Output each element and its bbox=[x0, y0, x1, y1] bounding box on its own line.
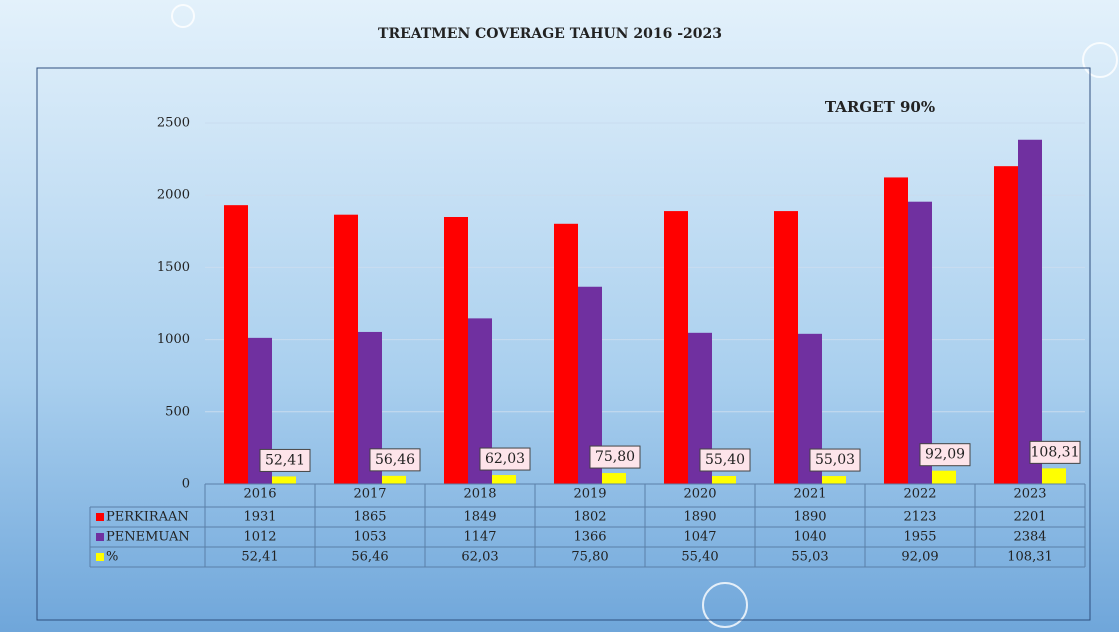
data-label-box bbox=[589, 445, 641, 469]
data-label-box bbox=[699, 448, 751, 472]
bar bbox=[444, 217, 468, 484]
bar bbox=[994, 166, 1018, 484]
table-cell: 1147 bbox=[463, 530, 496, 545]
data-label-box bbox=[259, 448, 311, 472]
table-cell: 56,46 bbox=[351, 550, 388, 565]
data-label: 75,80 bbox=[595, 449, 635, 465]
bar bbox=[1018, 139, 1042, 484]
table-cell: 55,40 bbox=[681, 550, 718, 565]
bar bbox=[492, 475, 516, 484]
y-tick-label: 2000 bbox=[157, 188, 190, 203]
bar bbox=[272, 476, 296, 484]
table-cell: 2201 bbox=[1013, 510, 1046, 525]
bar bbox=[554, 223, 578, 484]
bar bbox=[602, 473, 626, 484]
table-cell: 1890 bbox=[683, 510, 716, 525]
table-cell: 75,80 bbox=[571, 550, 608, 565]
legend-swatch bbox=[96, 533, 104, 541]
table-cell: 1849 bbox=[463, 510, 496, 525]
bar bbox=[774, 211, 798, 485]
annotation: TARGET 90% bbox=[825, 98, 935, 116]
table-cell: 62,03 bbox=[461, 550, 498, 565]
legend-label: PENEMUAN bbox=[106, 530, 190, 545]
data-label-box bbox=[919, 443, 971, 467]
x-tick-label: 2016 bbox=[243, 487, 276, 502]
data-label: 108,31 bbox=[1031, 444, 1080, 460]
table-cell: 1865 bbox=[353, 510, 386, 525]
data-label-box bbox=[369, 448, 421, 472]
table-cell: 1053 bbox=[353, 530, 386, 545]
y-tick-label: 1500 bbox=[157, 260, 190, 275]
table-cell: 2123 bbox=[903, 510, 936, 525]
bar bbox=[664, 211, 688, 485]
table-cell: 2384 bbox=[1013, 530, 1046, 545]
bar bbox=[822, 476, 846, 484]
bar bbox=[1042, 468, 1066, 484]
table-cell: 1802 bbox=[573, 510, 606, 525]
chart-border bbox=[36, 67, 1091, 621]
chart-title: TREATMEN COVERAGE TAHUN 2016 -2023 bbox=[378, 26, 722, 42]
table-cell: 1012 bbox=[243, 530, 276, 545]
data-label: 55,03 bbox=[815, 452, 855, 468]
legend-label: % bbox=[106, 550, 118, 565]
table-cell: 1955 bbox=[903, 530, 936, 545]
table-cell: 1040 bbox=[793, 530, 826, 545]
bar bbox=[712, 476, 736, 484]
bar bbox=[908, 201, 932, 484]
bar bbox=[884, 177, 908, 485]
y-tick-label: 0 bbox=[182, 477, 190, 492]
legend-swatch bbox=[96, 513, 104, 521]
data-label: 52,41 bbox=[265, 452, 305, 468]
table-cell: 1931 bbox=[243, 510, 276, 525]
bar bbox=[382, 475, 406, 484]
table-cell: 1366 bbox=[573, 530, 606, 545]
x-tick-label: 2021 bbox=[793, 487, 826, 502]
x-tick-label: 2020 bbox=[683, 487, 716, 502]
data-label: 56,46 bbox=[375, 452, 415, 468]
x-tick-label: 2023 bbox=[1013, 487, 1046, 502]
data-label: 62,03 bbox=[485, 451, 525, 467]
table-cell: 1890 bbox=[793, 510, 826, 525]
x-tick-label: 2022 bbox=[903, 487, 936, 502]
bubble bbox=[1082, 42, 1118, 78]
data-label-box bbox=[809, 448, 861, 472]
data-label: 55,40 bbox=[705, 452, 745, 468]
table-cell: 1047 bbox=[683, 530, 716, 545]
legend-label: PERKIRAAN bbox=[106, 510, 189, 525]
bubble bbox=[702, 582, 748, 628]
data-label-box bbox=[1029, 440, 1081, 464]
x-tick-label: 2017 bbox=[353, 487, 386, 502]
bar bbox=[932, 470, 956, 484]
data-label: 92,09 bbox=[925, 447, 965, 463]
bubble bbox=[171, 4, 195, 28]
bar bbox=[224, 205, 248, 484]
data-label-box bbox=[479, 447, 531, 471]
table-cell: 108,31 bbox=[1007, 550, 1053, 565]
table-cell: 52,41 bbox=[241, 550, 278, 565]
y-tick-label: 1000 bbox=[157, 332, 190, 347]
legend-swatch bbox=[96, 553, 104, 561]
table-cell: 92,09 bbox=[901, 550, 938, 565]
y-tick-label: 2500 bbox=[157, 116, 190, 131]
y-tick-label: 500 bbox=[165, 404, 190, 419]
x-tick-label: 2019 bbox=[573, 487, 606, 502]
bar bbox=[334, 214, 358, 484]
x-tick-label: 2018 bbox=[463, 487, 496, 502]
table-cell: 55,03 bbox=[791, 550, 828, 565]
